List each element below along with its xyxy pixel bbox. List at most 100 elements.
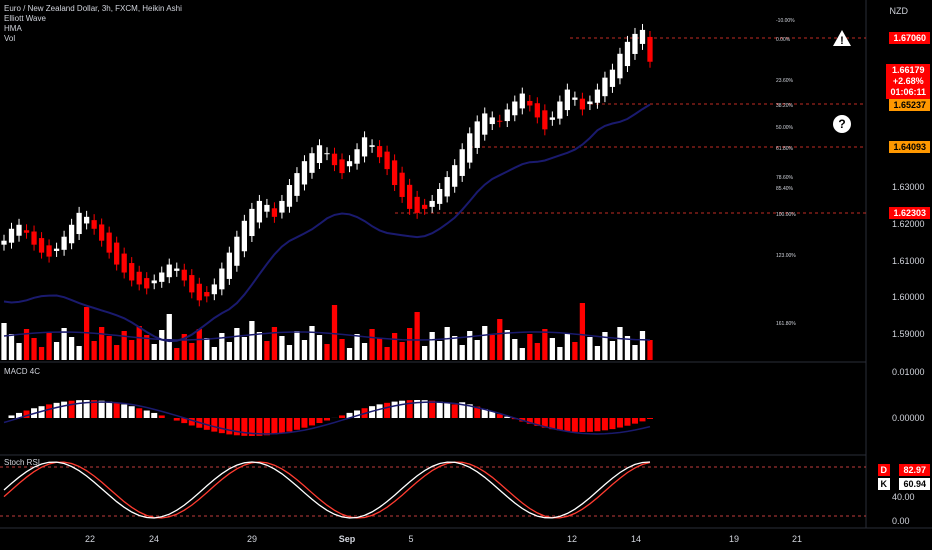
- macd-bar: [391, 401, 398, 418]
- macd-bar: [406, 400, 413, 418]
- candle-body: [99, 224, 105, 241]
- fib-label: 0.00%: [776, 37, 791, 43]
- candle-body: [647, 36, 653, 62]
- candle-body: [249, 208, 255, 237]
- volume-bar: [489, 335, 495, 360]
- candle-body: [234, 236, 240, 266]
- price-tag-618: 1.64093: [889, 141, 930, 153]
- candle-body: [331, 153, 338, 166]
- volume-bar: [399, 342, 405, 360]
- macd-bar: [181, 418, 188, 424]
- volume-bar: [106, 336, 112, 360]
- macd-bar: [646, 418, 654, 419]
- macd-label[interactable]: MACD 4C: [4, 367, 41, 376]
- macd-bar: [526, 418, 533, 424]
- macd-bar: [504, 416, 511, 418]
- macd-bar: [474, 406, 481, 418]
- candle-body: [617, 53, 623, 79]
- macd-bar: [98, 400, 105, 418]
- candles: [1, 23, 653, 307]
- volume-bar: [99, 327, 105, 360]
- time-tick: 24: [149, 534, 159, 544]
- volume-bar: [639, 331, 646, 360]
- stoch-label[interactable]: Stoch RSI: [4, 458, 41, 467]
- volume-bar: [114, 345, 120, 360]
- volume-bar: [16, 343, 22, 360]
- candle-body: [271, 208, 278, 217]
- candle-body: [286, 185, 293, 207]
- volume-bar: [271, 327, 278, 360]
- macd-bar: [631, 418, 638, 424]
- candle-body: [136, 271, 142, 285]
- candle-body: [1, 240, 7, 245]
- volume-bar: [512, 339, 518, 360]
- volume-bar: [241, 337, 248, 360]
- macd-bar: [143, 410, 150, 418]
- volume-bar: [482, 326, 488, 360]
- candle-body: [459, 149, 465, 176]
- price-tag-last: 1.66179 +2.68% 01:06:11: [886, 64, 930, 99]
- volume-bar: [234, 328, 240, 360]
- price-axis: 1.63000 1.62000 1.61000 1.60000 1.59000 0.010…: [892, 182, 925, 526]
- candle-body: [339, 159, 345, 174]
- volume-bar: [519, 348, 525, 360]
- macd-bar: [188, 418, 195, 426]
- currency-label[interactable]: NZD: [889, 6, 909, 16]
- macd-bar: [16, 412, 23, 418]
- candle-body: [624, 41, 631, 67]
- candle-body: [83, 216, 90, 224]
- macd-bar: [76, 400, 83, 418]
- candle-body: [309, 153, 315, 173]
- price-tick: 1.60000: [892, 292, 925, 302]
- candle-body: [181, 269, 187, 281]
- candle-body: [429, 200, 435, 207]
- macd-bar: [323, 418, 331, 421]
- macd-bar: [113, 402, 120, 418]
- candle-body: [241, 220, 248, 252]
- macd-bar: [594, 418, 601, 432]
- volume-bar: [429, 332, 435, 360]
- macd-bar: [339, 415, 346, 418]
- candle-body: [23, 230, 30, 233]
- volume-bar: [136, 326, 142, 360]
- macd-bar: [444, 402, 451, 418]
- fib-label: 78.60%: [776, 175, 794, 181]
- macd-bar: [278, 418, 285, 434]
- macd-bar: [579, 418, 586, 432]
- indicator-elliott-wave[interactable]: Elliott Wave: [4, 14, 46, 23]
- volume-bar: [369, 329, 375, 360]
- volume-bar: [294, 331, 300, 360]
- price-tick: 1.61000: [892, 256, 925, 266]
- volume-bar: [437, 341, 443, 360]
- svg-text:!: !: [840, 35, 844, 47]
- volume-bar: [211, 347, 217, 360]
- volume-bar: [542, 329, 548, 360]
- warning-icon: !: [833, 30, 851, 47]
- volume-bar: [579, 303, 586, 360]
- fib-label: 61.80%: [776, 146, 794, 152]
- volume-bar: [534, 343, 540, 360]
- candle-body: [316, 145, 323, 164]
- candle-body: [361, 137, 368, 157]
- question-icon: ?: [833, 115, 851, 133]
- candle-body: [151, 280, 157, 284]
- indicator-vol[interactable]: Vol: [4, 34, 16, 43]
- volume-bar: [384, 347, 390, 360]
- symbol-title[interactable]: Euro / New Zealand Dollar, 3h, FXCM, Hei…: [4, 4, 182, 13]
- volume-bar: [647, 340, 653, 360]
- volume-bar: [61, 328, 67, 360]
- macd-bar: [354, 410, 361, 418]
- time-axis: 22 24 29 Sep 5 12 14 19 21: [85, 534, 802, 544]
- indicator-hma[interactable]: HMA: [4, 24, 22, 33]
- volume-bar: [174, 348, 180, 360]
- candle-body: [91, 220, 97, 229]
- candle-body: [226, 252, 232, 279]
- candle-body: [444, 177, 450, 197]
- volume-bar: [354, 334, 360, 360]
- macd-bar: [496, 414, 503, 418]
- stoch-k-line: [3, 461, 651, 519]
- price-tick: 1.62000: [892, 219, 925, 229]
- candle-body: [587, 101, 593, 105]
- macd-bar: [466, 404, 473, 418]
